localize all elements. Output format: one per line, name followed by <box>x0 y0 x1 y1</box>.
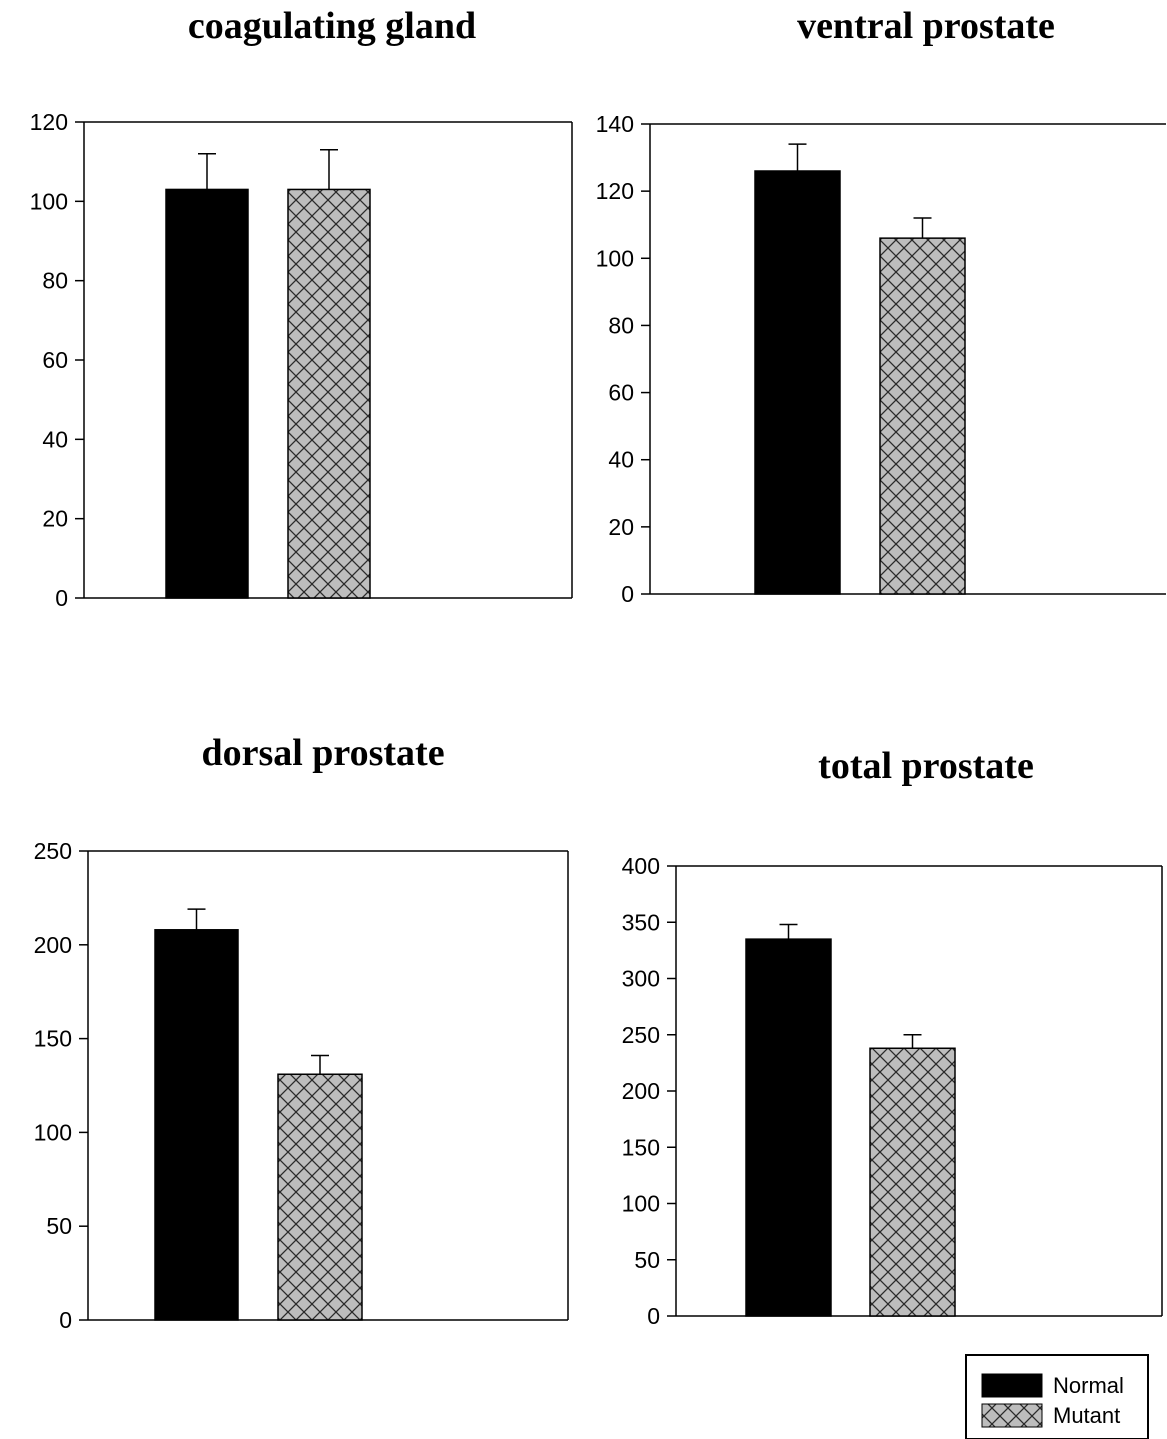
panel-title: dorsal prostate <box>201 732 444 774</box>
chart-total-prostate: 0 50 100 150 200 250 300 350 400 <box>622 853 1163 1329</box>
panel-dorsal-prostate: dorsal prostate 0 50 100 150 200 250 <box>34 732 569 1333</box>
panel-title: total prostate <box>818 745 1034 787</box>
bar-mutant <box>277 1073 363 1321</box>
y-tick-label: 100 <box>30 188 68 214</box>
panel-coagulating-gland: coagulating gland 0 20 40 60 80 100 120 <box>30 5 573 611</box>
y-tick-label: 150 <box>622 1134 660 1160</box>
y-tick-label: 250 <box>622 1022 660 1048</box>
y-tick-label: 40 <box>42 426 68 452</box>
y-tick-label: 20 <box>42 506 68 532</box>
y-tick-label: 250 <box>34 838 72 864</box>
panel-title: ventral prostate <box>797 5 1055 47</box>
chart-ventral-prostate: 0 20 40 60 80 100 120 140 <box>596 111 1166 607</box>
y-tick-label: 300 <box>622 966 660 992</box>
bar-mutant <box>869 1047 956 1317</box>
chart-dorsal-prostate: 0 50 100 150 200 250 <box>34 838 569 1333</box>
y-tick-label: 80 <box>608 312 634 338</box>
panel-total-prostate: total prostate 0 50 100 150 200 250 300 350 400 <box>622 745 1163 1329</box>
y-tick-label: 40 <box>608 447 634 473</box>
y-tick-label: 20 <box>608 514 634 540</box>
bar-mutant <box>287 188 371 599</box>
bar-mutant <box>879 237 966 595</box>
legend-label-mutant: Mutant <box>1053 1403 1120 1428</box>
panel-title: coagulating gland <box>188 5 476 47</box>
y-tick-label: 0 <box>59 1307 72 1333</box>
y-tick-label: 200 <box>622 1078 660 1104</box>
y-tick-label: 60 <box>42 347 68 373</box>
y-tick-label: 0 <box>621 581 634 607</box>
y-tick-label: 100 <box>596 245 634 271</box>
bar-normal <box>154 929 239 1321</box>
legend-swatch-mutant <box>981 1403 1043 1428</box>
y-tick-label: 200 <box>34 932 72 958</box>
bar-normal <box>165 188 249 599</box>
y-tick-label: 120 <box>30 109 68 135</box>
y-tick-label: 50 <box>634 1247 660 1273</box>
y-tick-label: 0 <box>55 585 68 611</box>
panel-ventral-prostate: ventral prostate 0 20 40 60 80 100 120 140 <box>596 5 1166 607</box>
chart-coagulating-gland: 0 20 40 60 80 100 120 <box>30 109 573 611</box>
y-tick-label: 100 <box>34 1119 72 1145</box>
y-tick-label: 50 <box>46 1213 72 1239</box>
y-tick-label: 100 <box>622 1191 660 1217</box>
legend-swatch-normal <box>981 1373 1043 1398</box>
bar-normal <box>754 170 841 595</box>
legend-label-normal: Normal <box>1053 1373 1124 1398</box>
y-tick-label: 150 <box>34 1026 72 1052</box>
y-tick-label: 350 <box>622 909 660 935</box>
y-tick-label: 80 <box>42 268 68 294</box>
y-tick-label: 60 <box>608 380 634 406</box>
legend: Normal Mutant <box>965 1354 1149 1439</box>
y-tick-label: 140 <box>596 111 634 137</box>
y-tick-label: 0 <box>647 1303 660 1329</box>
bar-normal <box>745 938 832 1317</box>
y-tick-label: 120 <box>596 178 634 204</box>
y-tick-label: 400 <box>622 853 660 879</box>
